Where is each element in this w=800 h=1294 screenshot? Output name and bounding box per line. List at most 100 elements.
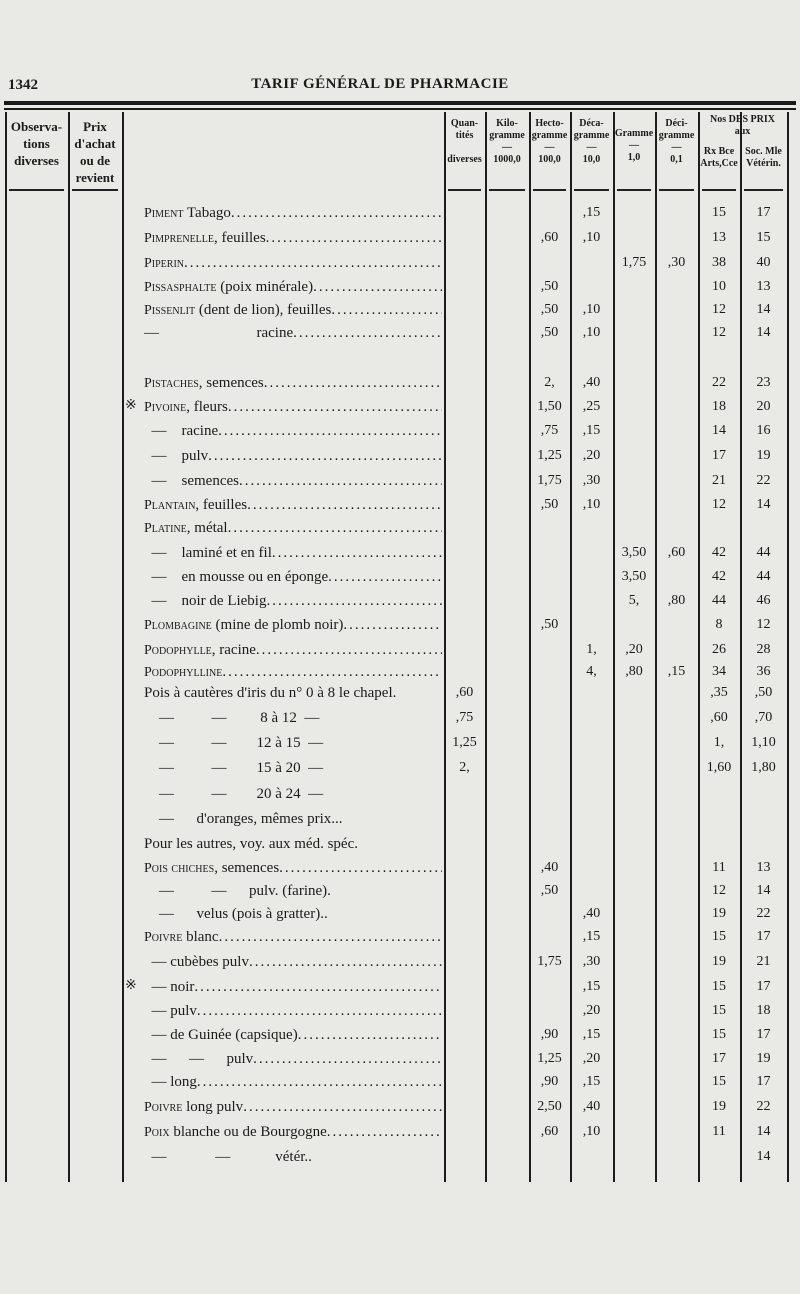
drug-name: Poix: [144, 1125, 170, 1140]
table-row: Piperin.................................…: [0, 253, 800, 277]
table-row: [0, 348, 800, 372]
dot-leader: ........................................…: [266, 593, 442, 609]
row-designation: — — 8 à 12 —: [144, 708, 442, 728]
dot-leader: ........................................…: [227, 399, 442, 415]
row-designation: Piment Tabago...........................…: [144, 203, 442, 224]
price-cell: 1,25: [537, 448, 562, 463]
price-cell: 16: [756, 423, 771, 438]
price-cell: ,90: [540, 1027, 559, 1042]
table-row: — — 8 à 12 — ,75 ,60 ,70: [0, 708, 800, 732]
designation-text: Pois à cautères d'iris du n° 0 à 8 le ch…: [144, 685, 397, 701]
dot-leader: ........................................…: [326, 1124, 442, 1140]
price-cell: ,80: [625, 664, 643, 679]
row-designation: Pimprenelle, feuilles...................…: [144, 228, 442, 249]
designation-text: , semences: [214, 860, 280, 876]
price-cell: 44: [756, 545, 771, 560]
drug-name: Pissasphalte: [144, 280, 217, 295]
row-designation: Podophylline............................…: [144, 662, 442, 683]
dot-leader: ........................................…: [248, 954, 442, 970]
price-cell: 14: [756, 1149, 771, 1164]
drug-name: Podophylline: [144, 665, 223, 680]
designation-text: (mine de plomb noir): [211, 617, 344, 633]
price-cell: ,15: [582, 979, 601, 994]
price-cell: ,80: [667, 593, 686, 608]
drug-name: Pistaches: [144, 376, 199, 391]
dot-leader: ........................................…: [343, 617, 442, 633]
table-row: — d'oranges, mêmes prix...: [0, 809, 800, 833]
price-cell: 17: [756, 1074, 771, 1089]
designation-text: — — 20 à 24 —: [144, 786, 324, 802]
dot-leader: ........................................…: [230, 205, 442, 221]
table-row: — racine................................…: [0, 323, 800, 347]
price-cell: 28: [756, 642, 771, 657]
price-cell: 22: [756, 473, 771, 488]
row-designation: Pour les autres, voy. aux méd. spéc.: [144, 834, 442, 854]
price-cell: 2,50: [537, 1099, 562, 1114]
price-cell: ,20: [582, 1003, 601, 1018]
price-cell: 17: [756, 1027, 771, 1042]
price-cell: 1,50: [537, 399, 562, 414]
dot-leader: ........................................…: [247, 497, 442, 513]
dot-leader: ........................................…: [293, 325, 442, 341]
price-cell: 1,25: [537, 1051, 562, 1066]
price-cell: 15: [712, 1027, 726, 1042]
table-row: — laminé et en fil......................…: [0, 543, 800, 567]
table-row: Pissasphalte (poix minérale)............…: [0, 277, 800, 301]
price-cell: ,15: [667, 664, 686, 679]
price-cell: 1,75: [621, 255, 647, 270]
row-designation: — en mousse ou en éponge................…: [144, 567, 443, 587]
price-cell: ,75: [455, 710, 474, 725]
drug-name: Plombagine: [144, 618, 212, 633]
price-cell: 3,50: [621, 569, 647, 584]
price-cell: 26: [712, 642, 726, 657]
price-cell: 1,75: [537, 473, 562, 488]
dot-leader: ........................................…: [238, 473, 442, 489]
price-cell: 19: [712, 906, 726, 921]
header-underline: [72, 189, 118, 191]
dot-leader: ........................................…: [196, 1074, 442, 1090]
row-designation: — pulv..................................…: [144, 446, 443, 466]
price-cell: 14: [756, 883, 771, 898]
price-cell: 12: [712, 302, 726, 317]
asterisk-mark-icon: ※: [125, 978, 137, 993]
table-row: — en mousse ou en éponge................…: [0, 567, 800, 591]
price-cell: 1,75: [537, 954, 562, 969]
designation-text: Tabago: [183, 205, 231, 221]
row-designation: — cubèbes pulv..........................…: [144, 952, 443, 972]
header-kilo: Kilo- gramme — 1000,0: [489, 118, 525, 165]
price-cell: ,20: [625, 642, 643, 657]
table-row: — — 20 à 24 —: [0, 784, 800, 808]
price-cell: 12: [712, 883, 726, 898]
dot-leader: ........................................…: [218, 929, 442, 945]
table-row: Pistaches, semences.....................…: [0, 373, 800, 397]
price-cell: 36: [756, 664, 771, 679]
designation-text: — racine: [144, 423, 219, 439]
price-cell: ,35: [710, 685, 728, 700]
price-cell: 1,80: [751, 760, 776, 775]
row-designation: — de Guinée (capsique)..................…: [144, 1025, 443, 1045]
price-cell: ,60: [540, 230, 559, 245]
table-row: — de Guinée (capsique)..................…: [0, 1025, 800, 1049]
designation-text: — semences: [144, 473, 239, 489]
price-cell: ,50: [754, 685, 773, 700]
designation-text: long pulv: [182, 1099, 244, 1115]
price-cell: 17: [756, 205, 771, 220]
price-cell: 44: [756, 569, 771, 584]
designation-text: — racine: [144, 325, 294, 341]
designation-text: — — 15 à 20 —: [144, 760, 324, 776]
designation-text: , semences: [198, 375, 264, 391]
row-designation: Poivre blanc............................…: [144, 927, 442, 948]
row-designation: Pois à cautères d'iris du n° 0 à 8 le ch…: [144, 683, 442, 703]
price-cell: ,30: [582, 954, 601, 969]
dot-leader: ........................................…: [271, 545, 442, 561]
price-cell: 1,: [586, 642, 597, 657]
designation-text: — noir de Liebig: [144, 593, 267, 609]
table-row: — — vétér.. 14: [0, 1147, 800, 1171]
price-cell: ,50: [540, 883, 559, 898]
dot-leader: ........................................…: [279, 860, 442, 876]
dot-leader: ........................................…: [263, 375, 442, 391]
row-designation: — — pulv................................…: [144, 1049, 443, 1069]
table-row: Podophylline............................…: [0, 662, 800, 686]
top-rule: [4, 101, 796, 105]
price-cell: ,50: [540, 617, 559, 632]
